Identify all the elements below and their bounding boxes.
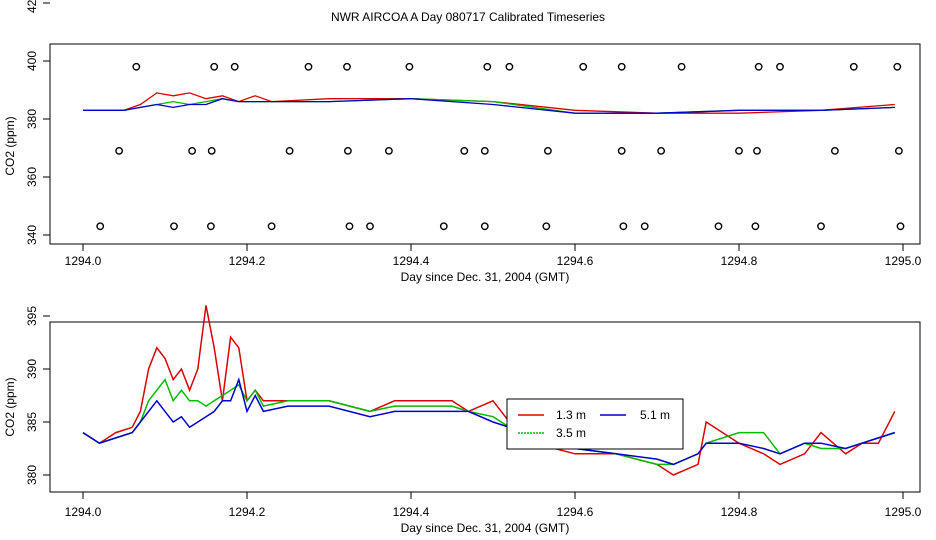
panel-1-data-point [751,222,760,231]
panel-2-y-tick-label: 395 [25,306,39,326]
panel-1-data-point [285,146,294,155]
panel-2-x-tick-label: 1294.2 [229,505,266,519]
panel-1-data-point [480,146,489,155]
panel-1-data-point [617,62,626,71]
panel-2-x-axis: 1294.0 1294.2 1294.4 1294.6 1294.8 1295.0 [65,492,922,519]
panel-1-y-tick-label: 340 [25,225,39,245]
panel-1-data-point [754,62,763,71]
panel-2-y-tick-label: 385 [25,412,39,432]
panel-1-data-point [640,222,649,231]
panel-1-x-tick-label: 1294.8 [721,254,758,268]
panel-2-y-tick-label: 390 [25,359,39,379]
panel-1-x-tick-label: 1295.0 [885,254,922,268]
panel-1-data-point [817,222,825,231]
panel-1-data-point [893,62,902,71]
panel-2-y-axis: 380 385 390 395 [25,306,50,485]
panel-1-data-point [210,62,219,71]
panel-1-data-point [714,222,723,231]
panel-1-y-axis: 340 360 380 400 420 [25,0,50,245]
panel-2-x-tick-label: 1294.6 [557,505,594,519]
panel-1-data-point [132,62,141,71]
panel-2-frame [49,321,921,493]
panel-2-xlabel: Day since Dec. 31, 2004 (GMT) [401,521,570,535]
panel-2-x-tick-label: 1295.0 [885,505,922,519]
panel-2-x-tick-label: 1294.8 [721,505,758,519]
panel-1-x-tick-label: 1294.2 [229,254,266,268]
legend-label-2: 5.1 m [640,408,670,422]
panel-1-data-point [579,62,588,71]
panel-1-data-point [617,146,626,155]
panel-1-x-tick-label: 1294.4 [393,254,430,268]
panel-1-y-tick-label: 360 [25,167,39,187]
panel-1-data-point [207,146,216,155]
panel-1-data-point [343,146,352,155]
panel-2-series-line-1-3-m [82,305,896,476]
panel-2-x-tick-label: 1294.4 [393,505,430,519]
panel-1-data-point [304,62,313,71]
panel-1-data-point [405,62,414,71]
panel-1-data-point [619,222,628,231]
panel-2-y-tick-label: 380 [25,465,39,485]
panel-1-data-point [776,62,784,71]
panel-2-ylabel: CO2 (ppm) [3,377,17,436]
panel-1-data-point [735,146,743,155]
legend-box [506,398,684,450]
panel-1-data-point [206,222,215,231]
panel-1-y-tick-label: 380 [25,109,39,129]
panel-1-xlabel: Day since Dec. 31, 2004 (GMT) [401,270,570,284]
legend-label-3: 3.5 m [556,426,586,440]
panel-1-data-point [384,146,393,155]
panel-1-data-point [542,222,551,231]
panel-1-data-point [343,62,351,71]
panel-2-x-tick-label: 1294.0 [65,505,102,519]
panel-1-data-point [895,146,903,155]
panel-1-series-line [83,98,895,114]
panel-1-x-tick-label: 1294.6 [557,254,594,268]
panel-1-data-point [230,62,239,71]
panel-1-data-point [170,222,178,231]
panel-1-data-point [831,146,839,155]
panel-1-data-point [483,62,492,71]
panel-1-data-point [366,222,374,231]
panel-2-series-line-3-5-m [82,378,896,466]
panel-1-data-point [480,222,489,231]
panel-1-data-point [267,222,276,231]
panel-1-data-point [677,62,686,71]
panel-1-lines [83,92,895,114]
panel-1-y-tick-label: 420 [25,0,39,13]
panel-1-ylabel: CO2 (ppm) [3,116,17,175]
legend: 1.3 m 5.1 m 3.5 m [506,398,684,450]
panel-1-series-line [83,98,895,114]
chart-title: NWR AIRCOA A Day 080717 Calibrated Times… [330,10,606,24]
panel-1-x-tick-label: 1294.0 [65,254,102,268]
panel-2-series-line-5-1-m [82,377,896,466]
panel-1-x-axis: 1294.0 1294.2 1294.4 1294.6 1294.8 1295.0 [65,244,922,268]
panel-1-data-point [439,222,448,231]
panel-2-lines [82,305,896,476]
panel-1-data-point [460,146,469,155]
panel-1-data-point [96,222,105,231]
panel-1-data-point [115,146,124,155]
panel-1-y-tick-label: 400 [25,51,39,71]
panel-1-data-point [849,62,858,71]
legend-label-1: 1.3 m [556,408,586,422]
panel-1-data-point [753,146,761,155]
panel-1-data-point [345,222,354,231]
panel-1-data-point [544,146,552,155]
panel-1-frame [49,43,921,245]
panel-1-data-point [657,146,665,155]
panel-1-data-point [896,222,905,231]
panel-1-data-point [505,62,514,71]
panel-1-data-point [188,146,197,155]
panel-1-points [96,62,905,231]
